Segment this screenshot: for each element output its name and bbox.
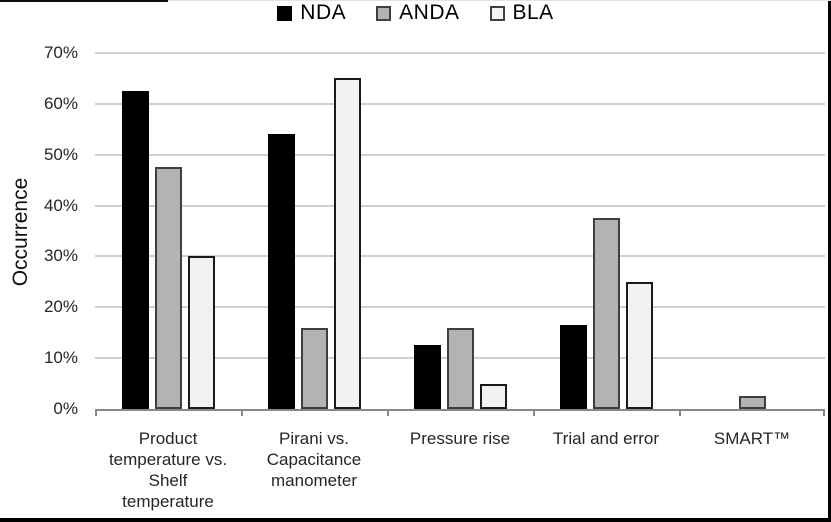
legend-label: NDA	[300, 1, 347, 24]
gridline-40%	[95, 204, 825, 207]
bar-anda	[738, 396, 766, 409]
y-axis-title: Occurrence	[9, 177, 32, 287]
bar-nda	[267, 134, 295, 409]
legend-item-anda: ANDA	[376, 1, 459, 25]
bar-nda	[413, 345, 441, 409]
plot-area	[95, 52, 825, 416]
bar-nda	[559, 325, 587, 409]
y-tick-label: 70%	[43, 43, 78, 62]
bar-anda	[592, 218, 620, 409]
x-axis-tick	[95, 411, 97, 416]
bar-bla	[187, 256, 215, 409]
bar-bla	[333, 78, 361, 409]
bar-group-3	[387, 53, 533, 409]
gridline-60%	[95, 102, 825, 105]
category-label: SMART™	[713, 429, 791, 448]
bar-anda	[154, 167, 182, 409]
y-tick-label: 50%	[43, 144, 78, 164]
chart-legend: NDA ANDA BLA	[0, 0, 831, 26]
category-label: Pressure rise	[409, 429, 511, 448]
bar-group-2	[241, 53, 387, 409]
x-axis-tick	[679, 411, 681, 416]
legend-item-bla: BLA	[489, 1, 554, 25]
legend-item-nda: NDA	[277, 1, 346, 25]
y-tick-label: 20%	[43, 297, 78, 317]
y-tick-label: 10%	[43, 348, 78, 368]
x-axis-tick	[533, 411, 535, 416]
gridline-50%	[95, 153, 825, 156]
x-axis-category-labels: Product temperature vs. Shelf temperatur…	[95, 428, 825, 512]
bar-anda	[446, 328, 474, 409]
bar-group-5	[679, 53, 825, 409]
bar-bla	[479, 384, 507, 409]
gridline-70%	[95, 52, 825, 54]
bar-group-4	[533, 53, 679, 409]
gridline-30%	[95, 255, 825, 258]
scan-border-top-faint	[168, 0, 831, 1]
y-tick-label: 40%	[43, 195, 78, 215]
x-axis-tick	[387, 411, 389, 416]
legend-marker-bla	[489, 5, 505, 21]
y-tick-label: 30%	[43, 246, 78, 266]
category-label: Pirani vs. Capacitance manometer	[266, 429, 362, 490]
x-axis-tick	[241, 411, 243, 416]
bar-bla	[625, 282, 653, 409]
legend-label: ANDA	[399, 1, 460, 24]
bar-nda	[121, 91, 149, 409]
scan-border-top	[0, 0, 168, 2]
legend-marker-anda	[376, 5, 392, 21]
y-tick-label: 60%	[43, 93, 78, 113]
y-tick-label: 0%	[53, 399, 78, 418]
bar-group-1	[95, 53, 241, 409]
category-label: Trial and error	[552, 429, 660, 448]
bar-anda	[300, 328, 328, 409]
legend-marker-nda	[277, 5, 293, 21]
category-label: Product temperature vs. Shelf temperatur…	[108, 429, 228, 511]
legend-label: BLA	[512, 1, 554, 24]
x-axis-tick	[823, 411, 825, 416]
gridline-20%	[95, 306, 825, 309]
